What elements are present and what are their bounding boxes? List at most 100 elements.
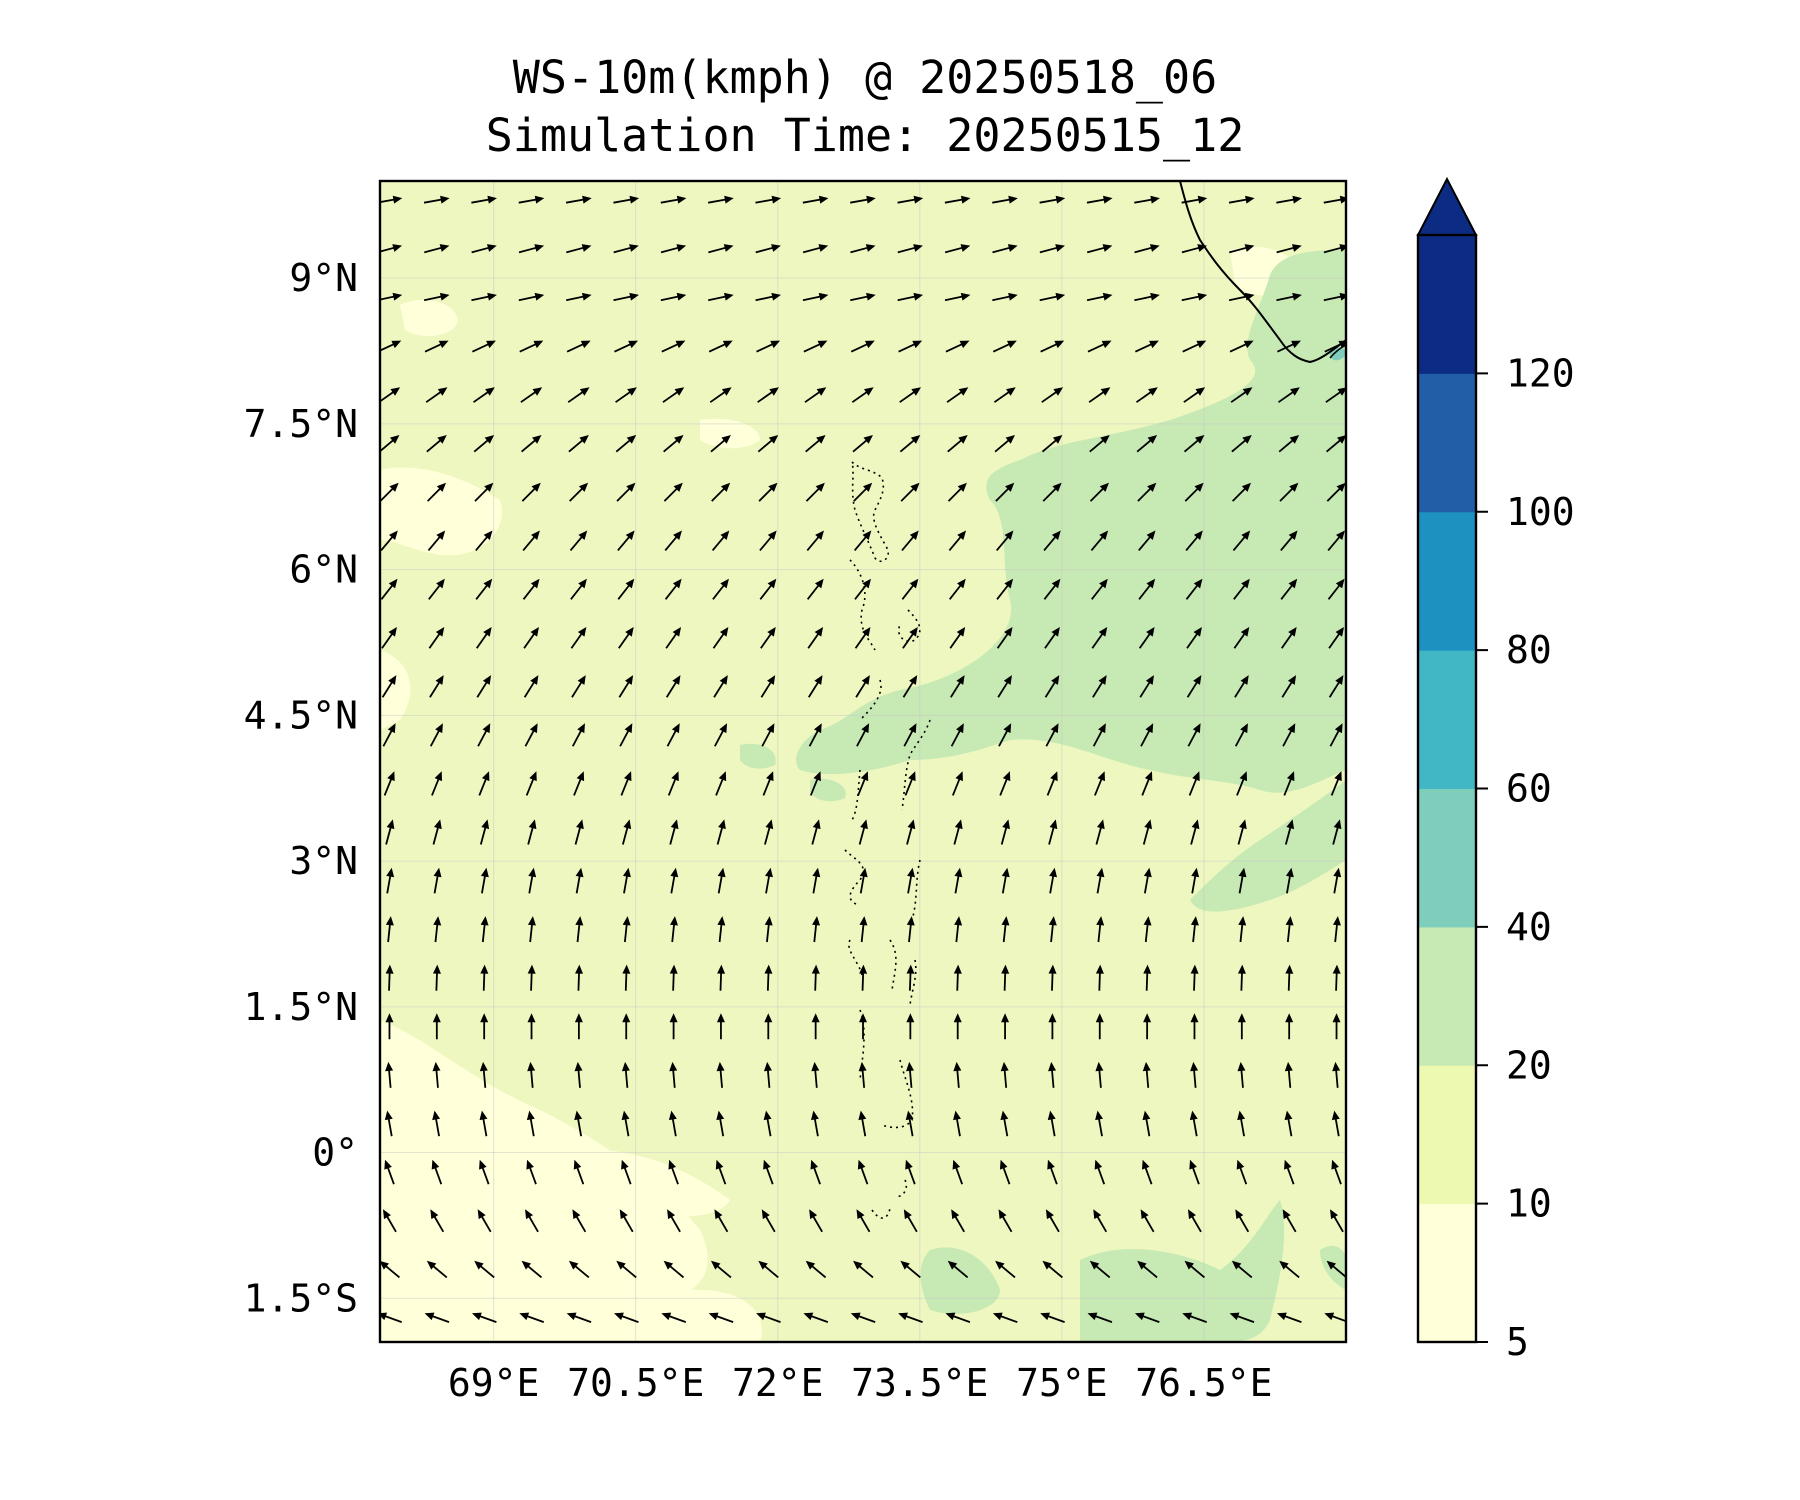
wind-arrow [1095, 1013, 1104, 1040]
wind-arrow [621, 1159, 632, 1185]
wind-arrow [992, 292, 1018, 302]
wind-arrow [764, 819, 774, 845]
wind-arrow [1188, 771, 1200, 796]
wind-arrow [475, 530, 493, 552]
wind-arrow [573, 771, 585, 796]
map-plot-area [380, 181, 1346, 1342]
wind-arrow [621, 1110, 630, 1137]
wind-arrow [431, 771, 443, 796]
wind-arrow [621, 1061, 630, 1088]
wind-arrow [850, 340, 875, 353]
wind-arrow [947, 434, 968, 453]
wind-arrow [994, 434, 1016, 453]
wind-arrow [945, 340, 970, 353]
wind-arrow [1229, 1312, 1255, 1324]
wind-arrow [807, 626, 824, 649]
wind-arrow [425, 387, 448, 403]
wind-arrow [433, 867, 442, 894]
wind-arrow [1089, 1260, 1111, 1279]
wind-arrow [473, 434, 495, 453]
wind-arrow [1229, 244, 1255, 254]
wind-arrow [616, 1260, 637, 1279]
wind-arrow [952, 771, 963, 796]
wind-arrow [1093, 1209, 1108, 1233]
wind-arrow [901, 578, 919, 600]
wind-arrow [1277, 340, 1301, 353]
wind-arrow [1279, 1260, 1300, 1279]
wind-arrow [1332, 1061, 1341, 1088]
wind-arrow [431, 1159, 443, 1185]
wind-arrow [571, 675, 586, 698]
wind-arrow [567, 387, 590, 403]
wind-arrow [1001, 916, 1010, 943]
wind-arrow [523, 675, 539, 698]
wind-arrow [708, 1312, 734, 1324]
wind-arrow [717, 916, 726, 943]
wind-arrow [903, 1209, 918, 1233]
wind-arrow [1040, 340, 1065, 353]
wind-arrow [622, 867, 631, 894]
wind-arrow [528, 867, 537, 894]
wind-arrow [1095, 1110, 1104, 1137]
wind-arrow [852, 434, 873, 453]
wind-arrow [380, 1312, 402, 1324]
colorbar-tick-label: 20 [1506, 1043, 1552, 1087]
wind-arrow [812, 867, 821, 894]
wind-arrow [1278, 434, 1300, 453]
wind-arrow [759, 530, 777, 552]
wind-arrow [574, 1110, 583, 1137]
wind-arrow [1285, 1013, 1294, 1040]
wind-arrow [664, 530, 682, 552]
wind-arrow [1143, 964, 1152, 991]
wind-arrow [711, 530, 730, 552]
wind-arrow [1187, 1209, 1202, 1233]
wind-arrow [802, 292, 829, 302]
wind-arrow [474, 1260, 495, 1279]
wind-arrow [1285, 867, 1294, 894]
wind-arrow [710, 434, 731, 453]
wind-arrow [526, 1110, 535, 1137]
wind-arrow [613, 244, 639, 254]
wind-arrow [565, 195, 592, 204]
coastline-segment [1329, 344, 1346, 359]
colorbar-tick-label: 60 [1506, 767, 1552, 811]
wind-arrow [521, 1260, 543, 1279]
wind-arrow [858, 1110, 867, 1137]
colorbar-segment [1418, 235, 1476, 374]
wind-arrow [385, 819, 395, 845]
wind-arrow [622, 916, 631, 943]
longitude-tick-label: 72°E [732, 1361, 824, 1405]
wind-arrow [426, 482, 447, 502]
wind-arrow [996, 530, 1014, 552]
wind-arrow [428, 626, 445, 649]
wind-arrow [995, 1260, 1016, 1279]
wind-arrow [668, 1159, 679, 1185]
wind-arrow [479, 1159, 490, 1185]
wind-arrow [1049, 867, 1058, 894]
wind-arrow [953, 964, 962, 991]
wind-arrow [953, 819, 963, 845]
wind-arrow [714, 723, 728, 747]
wind-arrow [708, 244, 734, 254]
wind-arrow [1086, 195, 1113, 204]
wind-arrow [570, 578, 587, 600]
wind-arrow [527, 1061, 536, 1088]
wind-arrow [708, 340, 733, 353]
wind-arrow [998, 723, 1012, 747]
wind-arrow [521, 482, 541, 502]
wind-arrow [380, 530, 398, 552]
wind-arrow [477, 1209, 492, 1233]
wind-arrow [763, 1061, 772, 1088]
wind-arrow [807, 675, 823, 698]
wind-arrow [574, 1061, 583, 1088]
wind-arrow [1282, 723, 1296, 747]
wind-arrow [1039, 292, 1066, 302]
wind-arrow [432, 1110, 441, 1137]
wind-arrow [480, 916, 489, 943]
wind-arrow [615, 387, 637, 403]
wind-arrow [1332, 1013, 1341, 1040]
wind-arrow [1323, 195, 1346, 204]
wind-arrow [668, 1110, 677, 1137]
wind-arrow [1326, 1260, 1346, 1279]
wind-arrow [1135, 387, 1158, 403]
